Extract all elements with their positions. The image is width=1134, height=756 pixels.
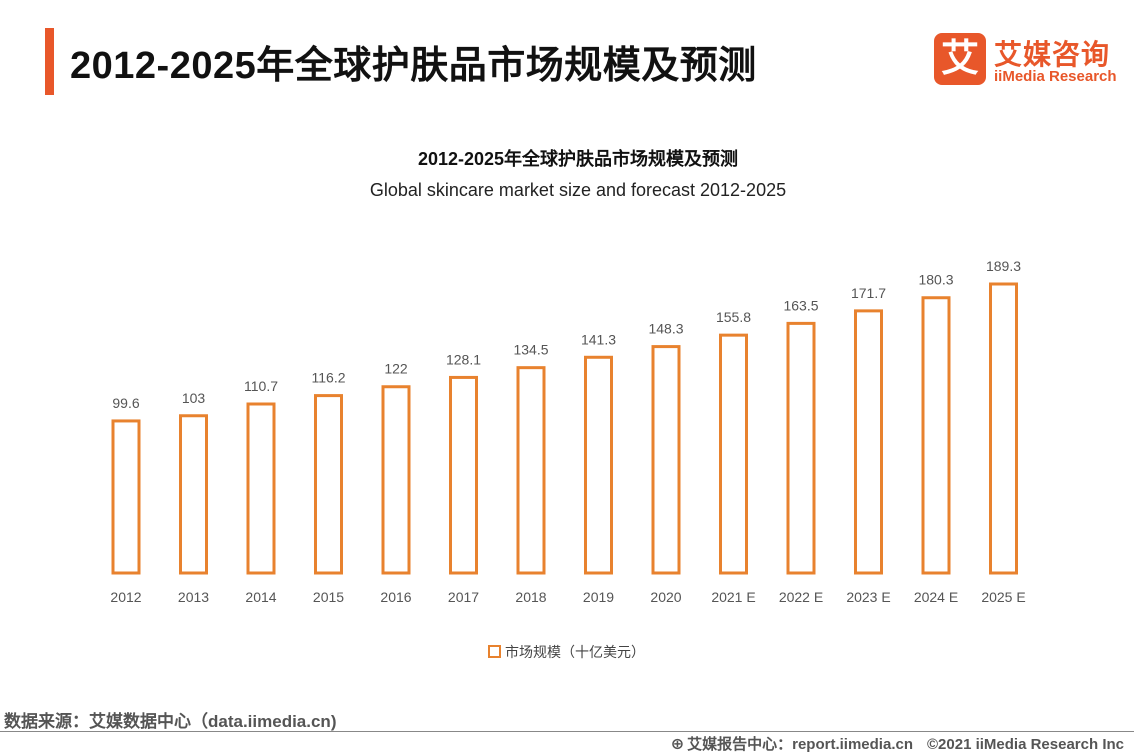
x-tick-label: 2017: [448, 589, 479, 605]
value-label: 155.8: [716, 309, 751, 325]
value-label: 103: [182, 390, 206, 406]
iimedia-logo: 艾 艾媒咨询 iiMedia Research: [934, 33, 1124, 89]
bar-2012: [111, 419, 141, 575]
x-tick-label: 2021 E: [711, 589, 755, 605]
bar-2024-e: [921, 296, 951, 575]
bar-2022-e: [786, 321, 816, 575]
x-tick-label: 2020: [650, 589, 681, 605]
x-tick-label: 2013: [178, 589, 209, 605]
value-label: 189.3: [986, 258, 1021, 274]
globe-icon: ⊕: [670, 736, 685, 753]
x-tick-label: 2016: [380, 589, 411, 605]
value-label: 99.6: [112, 395, 139, 411]
bar-2018: [516, 366, 546, 575]
bar-2014: [246, 402, 276, 575]
x-tick-label: 2023 E: [846, 589, 890, 605]
chart-legend: 市场规模（十亿美元）: [488, 642, 645, 662]
x-tick-label: 2019: [583, 589, 614, 605]
x-tick-label: 2025 E: [981, 589, 1025, 605]
copyright: ©2021 iiMedia Research Inc: [927, 736, 1124, 753]
x-tick-label: 2015: [313, 589, 344, 605]
bar-2019: [584, 355, 613, 575]
value-label: 122: [384, 361, 408, 377]
x-tick-label: 2024 E: [914, 589, 958, 605]
value-label: 116.2: [312, 370, 346, 386]
chart-subtitle: Global skincare market size and forecast…: [369, 180, 787, 200]
logo-name-cn: 艾媒咨询: [994, 39, 1111, 70]
bar-2017: [449, 375, 478, 575]
title-accent-bar: [45, 28, 54, 95]
value-label: 180.3: [918, 272, 953, 288]
page-title: 2012-2025年全球护肤品市场规模及预测: [70, 45, 757, 87]
value-label: 163.5: [783, 297, 818, 313]
report-center-link[interactable]: 艾媒报告中心：report.iimedia.cn: [687, 736, 913, 753]
x-tick-label: 2014: [245, 589, 276, 605]
data-source: 数据来源：艾媒数据中心（data.iimedia.cn): [4, 712, 337, 731]
value-label: 134.5: [513, 342, 548, 358]
bar-2020: [651, 345, 681, 575]
bar-2025-e: [989, 282, 1018, 575]
bar-2013: [179, 414, 208, 575]
logo-name-en: iiMedia Research: [994, 68, 1117, 85]
chart-title: 2012-2025年全球护肤品市场规模及预测: [417, 149, 739, 169]
value-label: 110.7: [244, 378, 278, 394]
bar-2016: [381, 385, 411, 575]
bar-2023-e: [854, 309, 883, 575]
value-label: 171.7: [851, 285, 886, 301]
legend-label: 市场规模（十亿美元）: [505, 644, 645, 660]
legend-swatch: [488, 645, 501, 658]
footer: ⊕ 艾媒报告中心：report.iimedia.cn ©2021 iiMedia R…: [671, 733, 1124, 754]
x-tick-label: 2018: [515, 589, 546, 605]
logo-mark-icon: 艾: [934, 33, 986, 85]
value-label: 128.1: [446, 351, 481, 367]
x-tick-label: 2022 E: [779, 589, 823, 605]
bar-2021-e: [719, 333, 748, 575]
value-label: 141.3: [581, 331, 616, 347]
x-tick-label: 2012: [110, 589, 141, 605]
value-label: 148.3: [648, 321, 683, 337]
footer-divider: [0, 731, 1134, 732]
bar-2015: [314, 394, 343, 575]
